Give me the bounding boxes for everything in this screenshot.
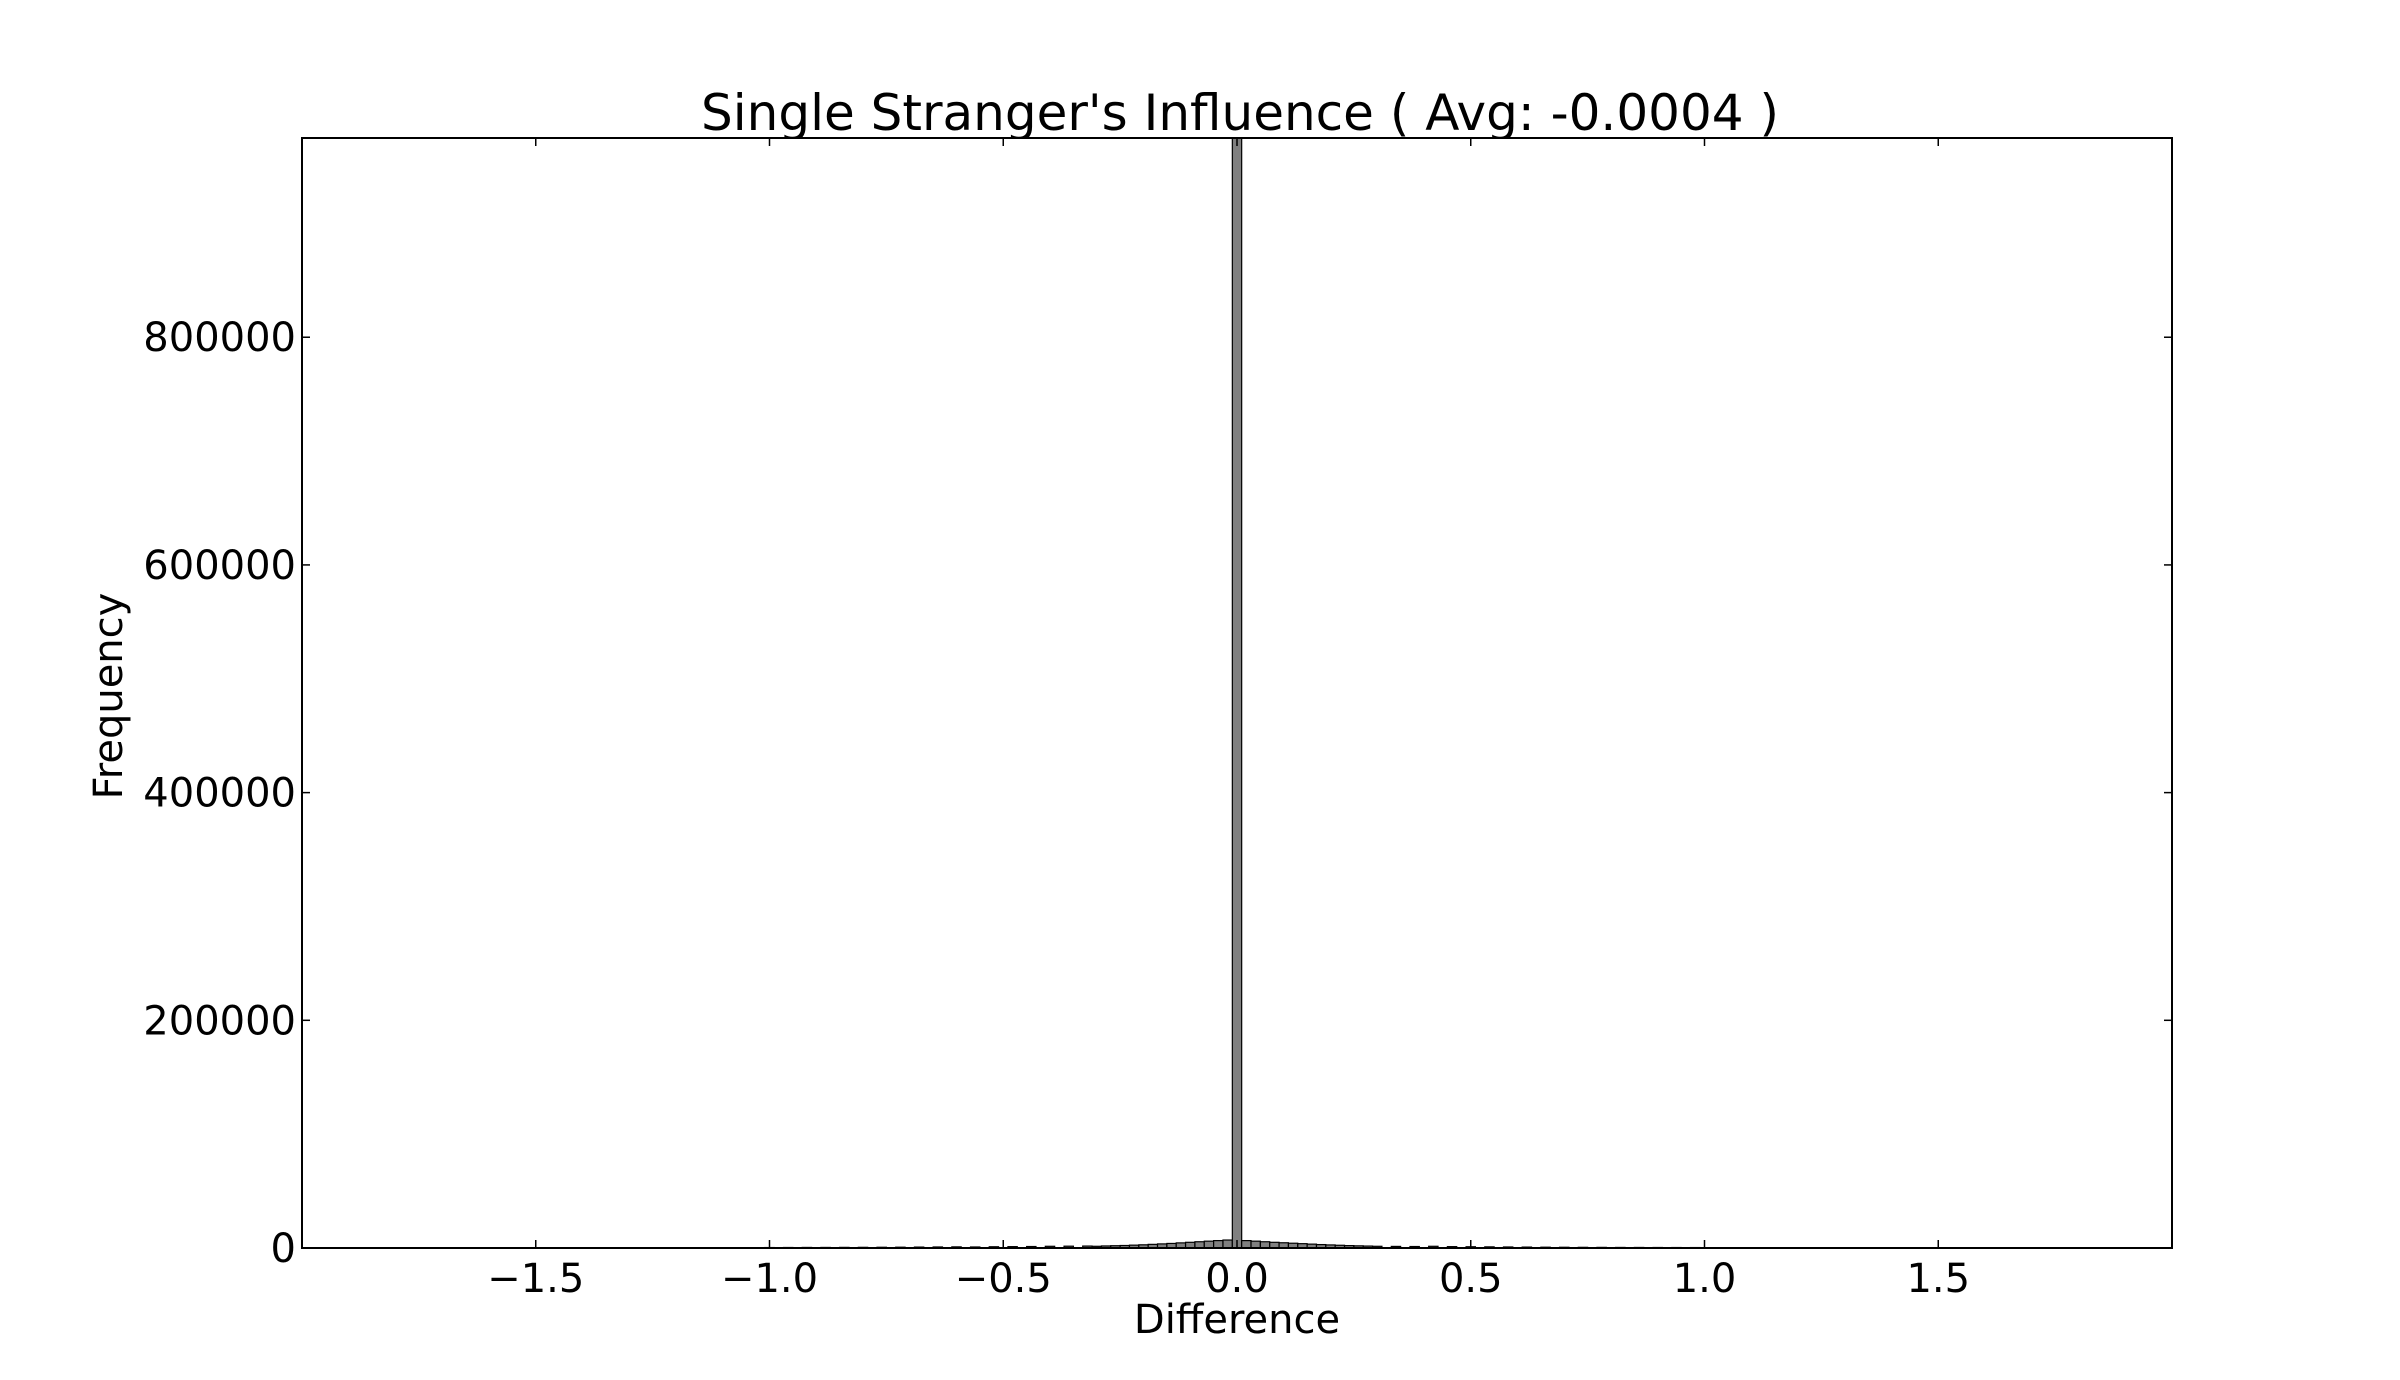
chart-title: Single Stranger's Influence ( Avg: -0.00…	[701, 84, 1779, 142]
histogram-bar-33	[1231, 137, 1243, 1249]
histogram-bar-31	[1213, 1239, 1224, 1249]
y-tick-label: 800000	[143, 315, 296, 361]
histogram-bar-32	[1222, 1239, 1233, 1249]
y-tick-label: 600000	[143, 543, 296, 589]
histogram-bar-30	[1203, 1240, 1215, 1249]
histogram-bar-35	[1250, 1240, 1261, 1249]
y-tick-label: 200000	[143, 998, 296, 1044]
x-tick-label: 1.0	[1673, 1256, 1737, 1302]
plot-frame	[301, 137, 2173, 1249]
x-tick-label: 1.5	[1906, 1256, 1970, 1302]
x-tick-label: −0.5	[955, 1256, 1052, 1302]
x-tick-label: 0.5	[1439, 1256, 1503, 1302]
x-tick-label: −1.0	[721, 1256, 818, 1302]
ticks-layer: −1.5 −1.0 −0.5 0.0 0.5 1.0 1.5 0 200000 400000 600…	[143, 138, 2172, 1302]
histogram-bar-34	[1241, 1239, 1252, 1249]
x-tick-label: 0.0	[1205, 1256, 1269, 1302]
y-axis-label: Frequency	[86, 593, 132, 800]
y-tick-label: 400000	[143, 771, 296, 817]
y-tick-label: 0	[271, 1226, 296, 1272]
x-axis-label: Difference	[1134, 1297, 1340, 1343]
x-tick-label: −1.5	[487, 1256, 584, 1302]
